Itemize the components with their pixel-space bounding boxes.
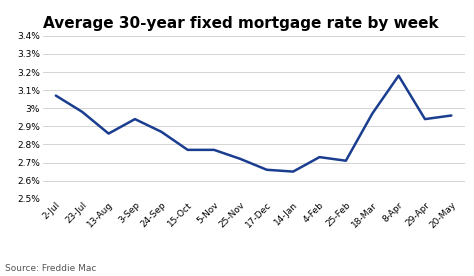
Text: Source: Freddie Mac: Source: Freddie Mac [5,264,96,273]
Text: Average 30-year fixed mortgage rate by week: Average 30-year fixed mortgage rate by w… [43,15,438,31]
